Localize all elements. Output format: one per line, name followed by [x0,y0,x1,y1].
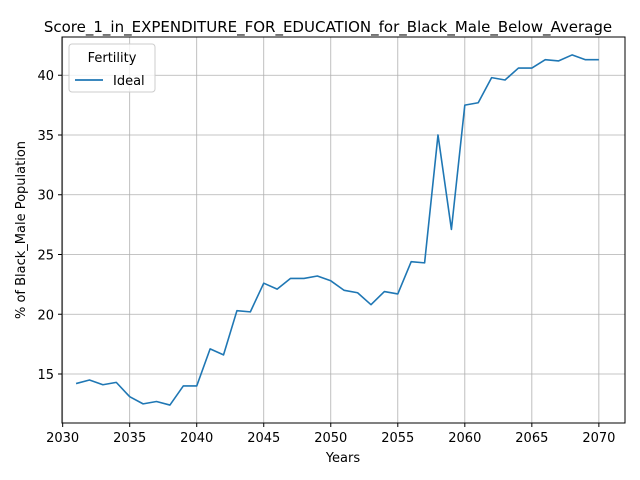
y-tick-label: 35 [37,129,54,144]
y-tick-label: 25 [37,248,54,263]
plot-area-frame [61,36,626,424]
legend: Fertility Ideal [68,43,156,93]
legend-title: Fertility [88,51,137,66]
x-tick-label: 2040 [180,431,213,446]
y-axis-ticks: 15 20 25 30 35 40 [37,69,62,383]
y-tick-label: 30 [37,189,54,204]
x-tick-label: 2060 [448,431,481,446]
x-tick-label: 2030 [46,431,79,446]
x-axis-ticks: 2030 2035 2040 2045 2050 2055 2060 2065 2070 [46,423,615,446]
x-tick-label: 2035 [113,431,146,446]
y-axis-label: % of Black_Male Population [14,141,29,319]
series-line-ideal [75,54,599,406]
series-layer [75,54,599,406]
y-tick-label: 15 [37,368,54,383]
x-tick-label: 2065 [515,431,548,446]
x-tick-label: 2045 [247,431,280,446]
x-tick-label: 2055 [381,431,414,446]
chart-title: Score_1_in_EXPENDITURE_FOR_EDUCATION_for… [44,18,612,37]
x-tick-label: 2050 [314,431,347,446]
y-tick-label: 40 [37,69,54,84]
x-tick-label: 2070 [582,431,615,446]
y-tick-label: 20 [37,308,54,323]
grid-lines [62,37,625,423]
legend-label-ideal: Ideal [113,74,145,89]
x-axis-label: Years [325,451,361,466]
